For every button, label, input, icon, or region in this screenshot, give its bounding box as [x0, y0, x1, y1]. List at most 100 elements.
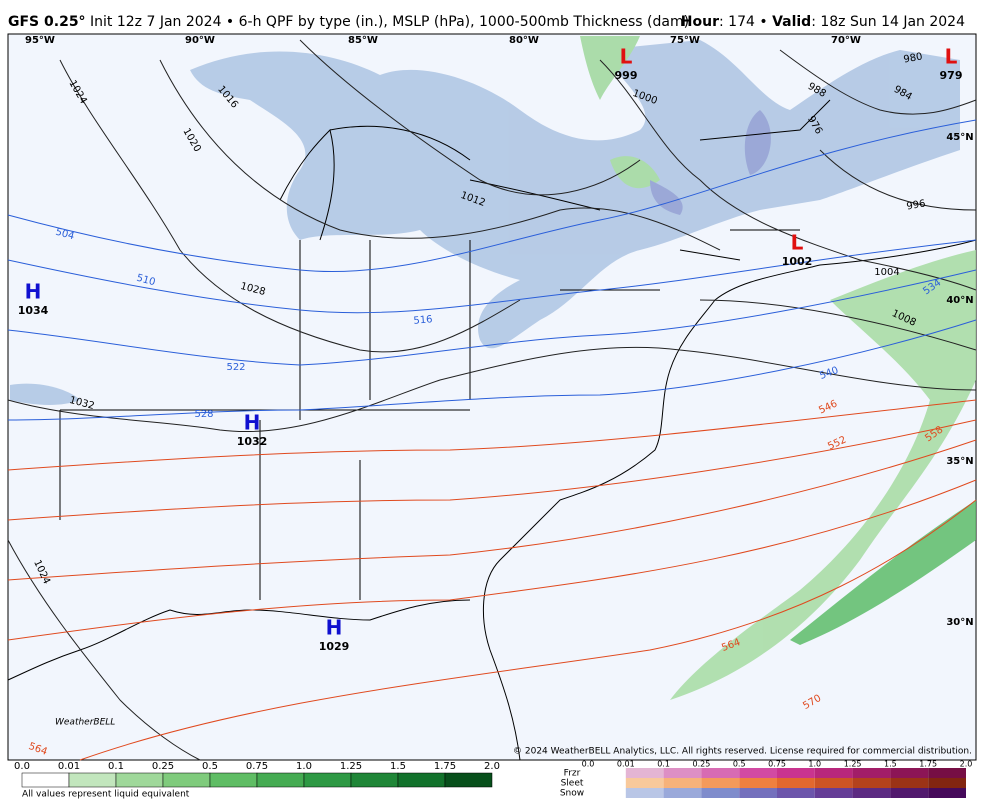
qpf-tick: 0.01	[58, 761, 80, 772]
type-swatch	[701, 778, 740, 788]
thickness-label: 528	[194, 409, 213, 420]
type-swatch	[814, 778, 853, 788]
type-swatch	[890, 788, 929, 798]
pressure-value: 1029	[319, 640, 350, 653]
type-swatch	[701, 768, 740, 778]
type-swatch	[777, 768, 815, 778]
qpf-tick: 1.5	[390, 761, 406, 772]
pressure-value: 1034	[18, 304, 49, 317]
type-swatch	[852, 768, 891, 778]
qpf-tick: 0.75	[246, 761, 268, 772]
legend: 0.0 0.01 0.1 0.25 0.5 0.75 1.0 1.25 1.5 1.75 2.0 Al…	[14, 760, 972, 800]
lon-label: 90°W	[185, 35, 215, 46]
type-swatch	[739, 768, 777, 778]
pressure-letter: H	[326, 616, 343, 640]
type-label: Snow	[560, 789, 584, 799]
type-swatch	[663, 768, 702, 778]
rain-area	[790, 500, 976, 645]
qpf-tick: 0.0	[14, 761, 30, 772]
snow-heavy	[650, 180, 683, 215]
qpf-swatch	[350, 772, 399, 788]
type-tick: 1.5	[884, 760, 897, 769]
snow-area	[190, 40, 960, 349]
snow-heavy	[744, 110, 771, 175]
hour-value: : 174 •	[719, 14, 772, 30]
lon-label: 80°W	[509, 35, 539, 46]
thickness-label: 516	[413, 314, 433, 327]
type-tick: 0.0	[582, 760, 595, 769]
qpf-swatch	[397, 772, 446, 788]
logo: WeatherBELL	[55, 718, 115, 728]
pressure-letter: H	[244, 411, 261, 435]
type-swatch	[777, 788, 815, 798]
type-swatch	[928, 788, 966, 798]
type-tick: 1.25	[844, 760, 862, 769]
type-swatch	[852, 788, 891, 798]
thickness-lines	[7, 119, 977, 761]
type-tick: 0.25	[692, 760, 710, 769]
type-tick: 1.0	[808, 760, 821, 769]
qpf-tick: 2.0	[484, 761, 500, 772]
pressure-value: 979	[940, 69, 963, 82]
lat-label: 35°N	[946, 456, 973, 467]
type-swatch	[777, 778, 815, 788]
qpf-swatch	[115, 772, 164, 788]
pressure-value: 999	[615, 69, 638, 82]
qpf-tick: 0.5	[202, 761, 218, 772]
qpf-tick: 0.1	[108, 761, 124, 772]
lat-label: 30°N	[946, 617, 973, 628]
qpf-tick: 1.75	[434, 761, 456, 772]
rain-area	[580, 36, 640, 100]
qpf-tick: 1.0	[296, 761, 312, 772]
type-swatch	[663, 778, 702, 788]
pressure-letter: H	[25, 280, 42, 304]
isobar-label: 980	[903, 51, 924, 65]
qpf-swatch	[209, 772, 258, 788]
thickness-label: 504	[54, 227, 75, 243]
type-tick: 1.75	[919, 760, 937, 769]
type-swatch	[625, 768, 664, 778]
copyright: © 2024 WeatherBELL Analytics, LLC. All r…	[513, 747, 972, 757]
qpf-tick: 1.25	[340, 761, 362, 772]
legend-note: All values represent liquid equivalent	[22, 790, 190, 800]
qpf-swatch	[162, 772, 211, 788]
type-label: Frzr	[564, 769, 581, 779]
pressure-letter: L	[791, 231, 804, 255]
valid-label: Valid	[772, 14, 811, 30]
hour-label: Hour	[681, 14, 719, 30]
type-tick: 0.5	[733, 760, 746, 769]
type-swatch	[625, 788, 664, 798]
precip	[10, 36, 976, 700]
type-swatch	[739, 778, 777, 788]
type-swatch	[701, 788, 740, 798]
type-swatch	[890, 768, 929, 778]
isobar-label: 996	[906, 198, 927, 212]
lon-label: 75°W	[670, 35, 700, 46]
snow-area	[10, 383, 80, 405]
rain-area	[610, 156, 660, 189]
qpf-swatch	[303, 772, 352, 788]
lat-label: 40°N	[946, 295, 973, 306]
type-swatch	[625, 778, 664, 788]
type-swatch	[663, 788, 702, 798]
pressure-letter: L	[945, 45, 958, 69]
thickness-label: 522	[226, 362, 245, 373]
header-right: Hour: 174 • Valid: 18z Sun 14 Jan 2024	[681, 14, 965, 30]
model: GFS 0.25°	[8, 14, 86, 30]
type-swatch	[852, 778, 891, 788]
thickness-label: 510	[135, 273, 156, 289]
description: Init 12z 7 Jan 2024 • 6-h QPF by type (i…	[90, 14, 689, 30]
lon-label: 95°W	[25, 35, 55, 46]
type-swatch	[739, 788, 777, 798]
type-tick: 0.1	[657, 760, 670, 769]
type-swatch	[928, 778, 966, 788]
lon-label: 70°W	[831, 35, 861, 46]
type-swatch	[814, 768, 853, 778]
qpf-swatch	[444, 772, 493, 788]
qpf-swatch	[68, 772, 117, 788]
lon-label: 85°W	[348, 35, 378, 46]
valid-value: : 18z Sun 14 Jan 2024	[811, 14, 965, 30]
lat-label: 45°N	[946, 132, 973, 143]
header-left: GFS 0.25° Init 12z 7 Jan 2024 • 6-h QPF …	[8, 14, 689, 30]
